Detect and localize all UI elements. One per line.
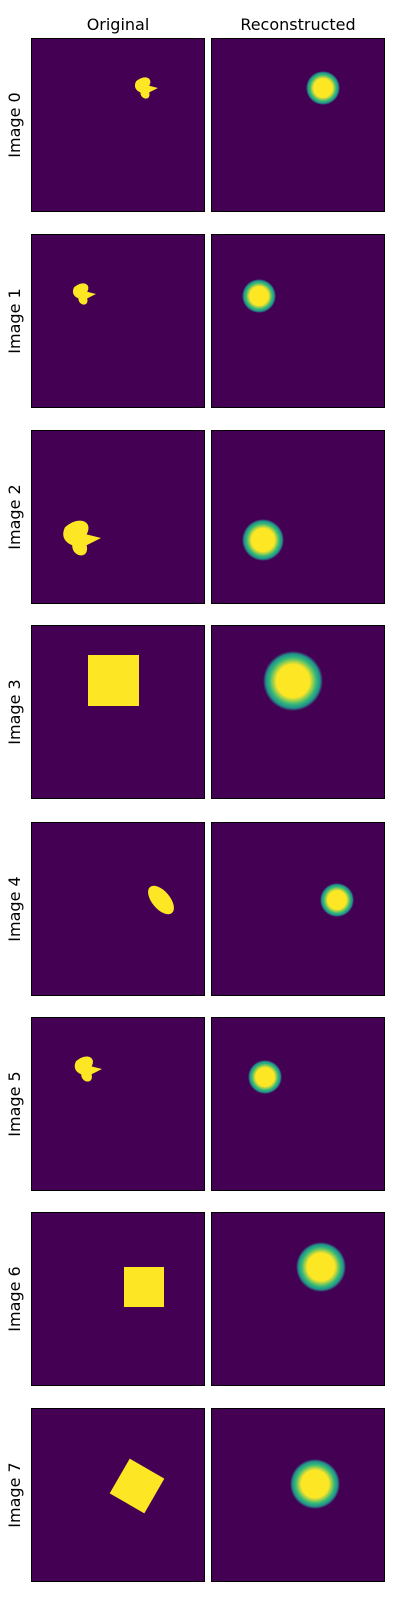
panel-frame (211, 1408, 385, 1582)
rows-layer: Image 0 Image 1 Image 2 Image 3 Image 4 Image… (5, 38, 385, 1582)
row-label: Image 0 (5, 92, 24, 157)
figure-row: Image 1 (5, 234, 385, 408)
panel-frame (31, 1212, 205, 1386)
row-label: Image 3 (5, 679, 24, 744)
panel-background (211, 1212, 385, 1386)
row-label: Image 6 (5, 1266, 24, 1331)
reconstructed-blob (320, 883, 354, 917)
original-shape (134, 77, 158, 99)
reconstructed-panel (211, 1017, 385, 1191)
panel-frame (211, 822, 385, 996)
panel-background (211, 38, 385, 212)
original-panel (31, 1212, 205, 1386)
figure-row: Image 5 (5, 1017, 385, 1191)
original-panel (31, 38, 205, 212)
figure-row: Image 0 (5, 38, 385, 212)
column-title-reconstructed: Reconstructed (240, 15, 355, 34)
original-panel (31, 430, 205, 604)
original-shape (148, 885, 174, 915)
panel-background (31, 1017, 205, 1191)
panel-frame (31, 1017, 205, 1191)
panel-frame (31, 1408, 205, 1582)
panel-background (31, 38, 205, 212)
reconstructed-panel (211, 1408, 385, 1582)
panel-frame (211, 430, 385, 604)
figure-row: Image 7 (5, 1408, 385, 1582)
row-label: Image 1 (5, 288, 24, 353)
panel-background (31, 234, 205, 408)
reconstructed-blob (248, 1060, 282, 1094)
row-label: Image 4 (5, 876, 24, 941)
panel-background (31, 1212, 205, 1386)
panel-frame (211, 1017, 385, 1191)
original-panel (31, 234, 205, 408)
figure-row: Image 6 (5, 1212, 385, 1386)
reconstructed-blob (242, 519, 284, 561)
reconstructed-panel (211, 1212, 385, 1386)
reconstructed-panel (211, 625, 385, 799)
reconstructed-blob (290, 1459, 340, 1509)
panel-frame (31, 430, 205, 604)
original-shape (74, 1056, 102, 1082)
panel-frame (211, 38, 385, 212)
row-label: Image 7 (5, 1462, 24, 1527)
panel-frame (31, 625, 205, 799)
panel-frame (31, 234, 205, 408)
reconstructed-blob (306, 71, 340, 105)
reconstructed-blob (296, 1242, 346, 1292)
panel-background (211, 234, 385, 408)
panel-background (211, 1017, 385, 1191)
reconstructed-panel (211, 234, 385, 408)
figure-row: Image 4 (5, 822, 385, 996)
panel-frame (31, 822, 205, 996)
original-shape (63, 520, 101, 556)
original-shape (88, 655, 139, 706)
reconstructed-panel (211, 38, 385, 212)
panel-background (211, 430, 385, 604)
reconstructed-panel (211, 430, 385, 604)
panel-frame (211, 625, 385, 799)
original-shape (72, 283, 96, 305)
original-shape (109, 1458, 165, 1514)
figure-row: Image 3 (5, 625, 385, 799)
panel-frame (31, 38, 205, 212)
panel-frame (211, 234, 385, 408)
panel-background (211, 822, 385, 996)
reconstructed-blob (263, 651, 323, 711)
panel-background (31, 822, 205, 996)
original-shape (124, 1267, 164, 1307)
row-label: Image 5 (5, 1071, 24, 1136)
reconstructed-blob (242, 279, 276, 313)
figure-row: Image 2 (5, 430, 385, 604)
panel-background (31, 430, 205, 604)
reconstructed-panel (211, 822, 385, 996)
column-title-original: Original (87, 15, 150, 34)
original-panel (31, 625, 205, 799)
row-label: Image 2 (5, 484, 24, 549)
original-panel (31, 822, 205, 996)
panel-background (211, 625, 385, 799)
panel-frame (211, 1212, 385, 1386)
panel-background (31, 625, 205, 799)
original-panel (31, 1408, 205, 1582)
original-panel (31, 1017, 205, 1191)
